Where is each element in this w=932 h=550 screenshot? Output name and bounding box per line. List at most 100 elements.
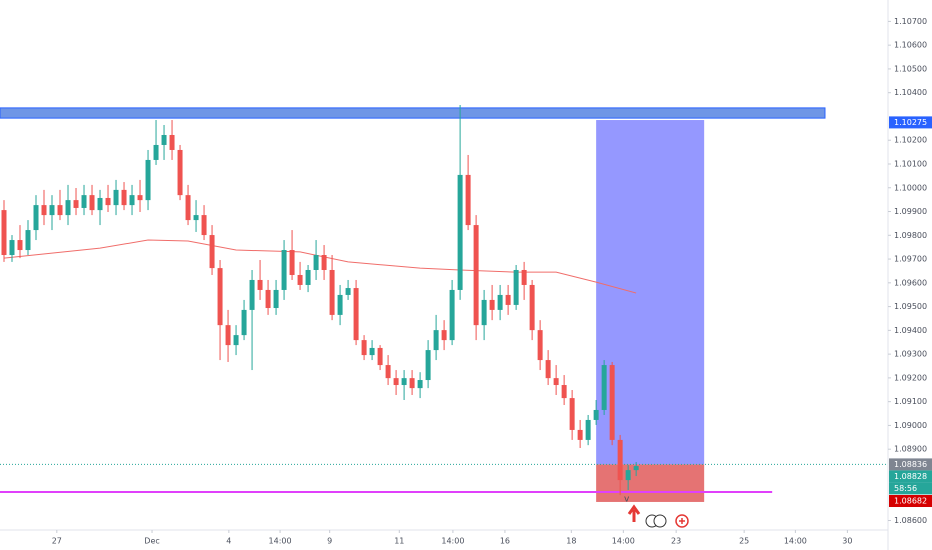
- candle-body: [9, 240, 15, 256]
- plot: [0, 105, 888, 502]
- price-label-bg: [889, 116, 932, 129]
- candle-body: [569, 398, 575, 430]
- candle-body: [529, 284, 535, 331]
- candle-body: [593, 409, 599, 420]
- candle-body: [121, 189, 127, 206]
- candle-body: [489, 299, 495, 310]
- candle-body: [25, 230, 31, 251]
- y-tick-label: 1.09000: [894, 421, 927, 430]
- candle-body: [137, 195, 143, 201]
- candle-body: [633, 466, 639, 471]
- buy-arrow: [627, 504, 641, 522]
- x-tick-label: 14:00: [612, 537, 635, 546]
- candle-body: [393, 378, 399, 386]
- event-icon-plus: [679, 518, 685, 524]
- candle-body: [169, 134, 175, 150]
- candle-body: [161, 134, 167, 145]
- marker-chevron: v: [624, 495, 630, 505]
- candle-body: [433, 330, 439, 351]
- x-tick-label: 23: [671, 537, 681, 546]
- candle-body: [401, 378, 407, 386]
- x-tick-label: 30: [842, 537, 852, 546]
- candle-body: [153, 144, 159, 160]
- x-tick-label: 14:00: [784, 537, 807, 546]
- candle-body: [305, 269, 311, 285]
- y-tick-label: 1.09200: [894, 373, 927, 382]
- candle-body: [521, 269, 527, 285]
- x-tick-label: 11: [394, 537, 404, 546]
- price-label-bg: [889, 458, 932, 471]
- candle-body: [257, 279, 263, 290]
- x-tick-label: 4: [226, 537, 231, 546]
- x-tick-label: Dec: [144, 537, 159, 546]
- candle-body: [505, 294, 511, 305]
- candle-body: [249, 279, 255, 310]
- candle-body: [145, 159, 151, 201]
- candle-body: [625, 470, 631, 481]
- x-tick-label: 25: [739, 537, 749, 546]
- candle-body: [377, 347, 383, 366]
- candle-body: [225, 325, 231, 346]
- x-tick-label: 14:00: [269, 537, 292, 546]
- candle-body: [385, 365, 391, 379]
- y-tick-label: 1.09700: [894, 255, 927, 264]
- candle-body: [441, 330, 447, 341]
- y-tick-label: 1.10100: [894, 159, 927, 168]
- y-tick-label: 1.09800: [894, 231, 927, 240]
- candle-body: [497, 294, 503, 310]
- countdown: 58:56: [894, 484, 917, 493]
- x-tick-label: 9: [327, 537, 332, 546]
- trade-markers: v: [624, 495, 689, 528]
- price-label-bg: [889, 495, 932, 508]
- candle-body: [337, 294, 343, 315]
- candle-body: [97, 197, 103, 211]
- candle-body: [49, 205, 55, 216]
- candle-body: [321, 255, 327, 270]
- candle-body: [81, 195, 87, 208]
- price-label: 1.08836: [894, 460, 927, 469]
- x-tick-label: 27: [52, 537, 62, 546]
- candle-body: [1, 210, 7, 256]
- y-tick-label: 1.10400: [894, 88, 927, 97]
- event-icon[interactable]: [653, 514, 667, 528]
- candle-body: [561, 385, 567, 399]
- position-stop: [596, 464, 705, 502]
- candle-body: [241, 309, 247, 336]
- candle-body: [369, 347, 375, 356]
- candle-body: [193, 215, 199, 221]
- candle-body: [177, 149, 183, 196]
- y-tick-label: 1.08600: [894, 516, 927, 525]
- price-label: 1.08828: [894, 472, 927, 481]
- candle-body: [201, 215, 207, 236]
- x-tick-label: 14:00: [441, 537, 464, 546]
- candle-body: [449, 289, 455, 341]
- candle-body: [553, 378, 559, 386]
- candle-body: [417, 380, 423, 389]
- candle-body: [513, 269, 519, 305]
- candle-body: [409, 378, 415, 389]
- candle-body: [329, 269, 335, 315]
- candle-body: [73, 200, 79, 208]
- y-tick-label: 1.10200: [894, 136, 927, 145]
- candle-body: [129, 195, 135, 206]
- candle-body: [17, 240, 23, 251]
- y-tick-label: 1.10600: [894, 41, 927, 50]
- candle-body: [465, 174, 471, 226]
- candle-body: [537, 330, 543, 361]
- candle-body: [545, 360, 551, 379]
- candle-body: [209, 235, 215, 269]
- y-tick-label: 1.09900: [894, 207, 927, 216]
- candle-body: [297, 274, 303, 285]
- candle-body: [481, 299, 487, 326]
- y-tick-label: 1.10000: [894, 183, 927, 192]
- price-label: 1.10275: [894, 118, 927, 127]
- candle-body: [353, 288, 359, 341]
- resistance-zone: [0, 107, 826, 119]
- y-tick-label: 1.09500: [894, 302, 927, 311]
- x-tick-label: 18: [566, 537, 576, 546]
- candle-body: [281, 250, 287, 290]
- candle-body: [361, 340, 367, 356]
- x-tick-label: 16: [500, 537, 510, 546]
